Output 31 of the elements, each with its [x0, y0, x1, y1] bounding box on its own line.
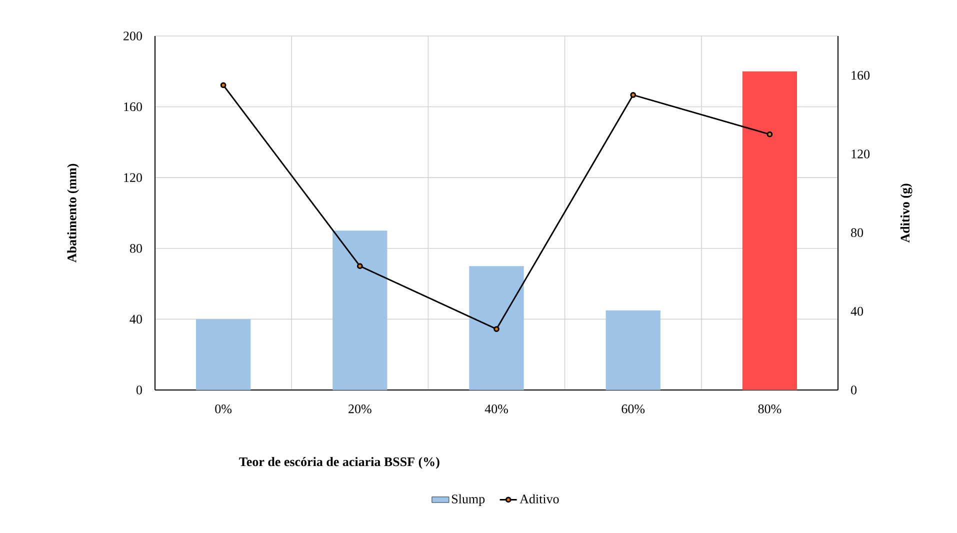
y-tick-label: 40	[130, 314, 142, 324]
x-tick-label: 0%	[215, 404, 232, 414]
bar	[742, 71, 798, 390]
legend-label: Slump	[452, 494, 485, 506]
y2-tick-label: 40	[850, 306, 864, 316]
x-axis-title: Teor de escória de aciaria BSSF (%)	[239, 457, 440, 469]
y-tick-label: 120	[124, 173, 142, 182]
bar	[332, 230, 388, 390]
point	[220, 82, 226, 88]
point	[630, 92, 636, 98]
x-tick-label: 20%	[348, 404, 372, 414]
y-tick-label: 80	[130, 244, 142, 253]
y-tick-label: 200	[124, 32, 142, 40]
bar	[606, 310, 660, 390]
point	[766, 131, 773, 138]
y-axis-title: Abatimento (mm)	[67, 164, 79, 263]
x-tick-label: 60%	[622, 404, 645, 414]
x-tick-label: 80%	[758, 404, 782, 414]
y-tick-label: 0	[136, 386, 142, 394]
y2-tick-label: 160	[852, 70, 870, 80]
x-tick-label: 40%	[484, 404, 508, 414]
y2-tick-label: 80	[851, 228, 864, 238]
point	[494, 326, 500, 332]
y2-tick-label: 120	[852, 150, 870, 158]
y2-axis-title: Aditivo (g)	[900, 184, 912, 243]
y2-tick-label: 0	[851, 386, 857, 394]
point	[356, 263, 363, 270]
bar	[196, 319, 251, 390]
bar	[469, 266, 524, 390]
legend-label: Aditivo	[520, 494, 559, 504]
y-tick-label: 160	[124, 102, 142, 112]
